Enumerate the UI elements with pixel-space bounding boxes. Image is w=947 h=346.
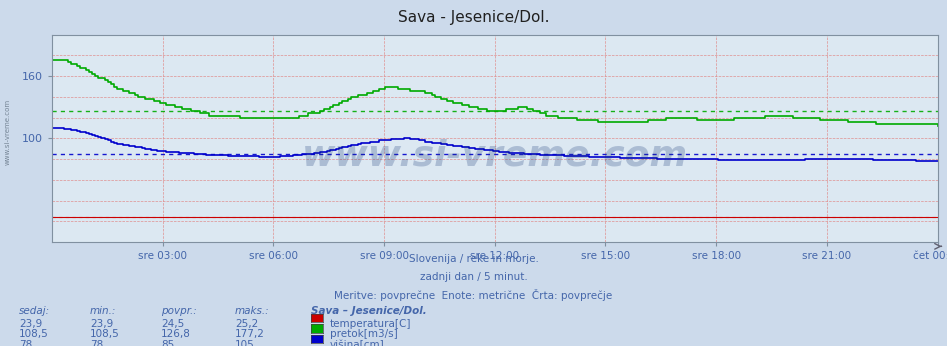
- Text: zadnji dan / 5 minut.: zadnji dan / 5 minut.: [420, 272, 527, 282]
- Text: 126,8: 126,8: [161, 329, 191, 339]
- Text: Sava - Jesenice/Dol.: Sava - Jesenice/Dol.: [398, 10, 549, 25]
- Text: pretok[m3/s]: pretok[m3/s]: [330, 329, 398, 339]
- Text: 23,9: 23,9: [90, 319, 114, 329]
- Text: 177,2: 177,2: [235, 329, 265, 339]
- Text: Sava – Jesenice/Dol.: Sava – Jesenice/Dol.: [311, 306, 426, 316]
- Text: višina[cm]: višina[cm]: [330, 340, 384, 346]
- Text: povpr.:: povpr.:: [161, 306, 197, 316]
- Text: 25,2: 25,2: [235, 319, 259, 329]
- Text: maks.:: maks.:: [235, 306, 270, 316]
- Text: Meritve: povprečne  Enote: metrične  Črta: povprečje: Meritve: povprečne Enote: metrične Črta:…: [334, 289, 613, 301]
- Text: 105: 105: [235, 340, 255, 346]
- Text: 108,5: 108,5: [19, 329, 48, 339]
- Text: 108,5: 108,5: [90, 329, 119, 339]
- Text: min.:: min.:: [90, 306, 116, 316]
- Text: Slovenija / reke in morje.: Slovenija / reke in morje.: [408, 254, 539, 264]
- Text: sedaj:: sedaj:: [19, 306, 50, 316]
- Text: 78: 78: [90, 340, 103, 346]
- Text: temperatura[C]: temperatura[C]: [330, 319, 411, 329]
- Text: www.si-vreme.com: www.si-vreme.com: [5, 98, 10, 165]
- Text: 85: 85: [161, 340, 174, 346]
- Text: 24,5: 24,5: [161, 319, 185, 329]
- Text: www.si-vreme.com: www.si-vreme.com: [302, 138, 688, 172]
- Text: 78: 78: [19, 340, 32, 346]
- Text: 23,9: 23,9: [19, 319, 43, 329]
